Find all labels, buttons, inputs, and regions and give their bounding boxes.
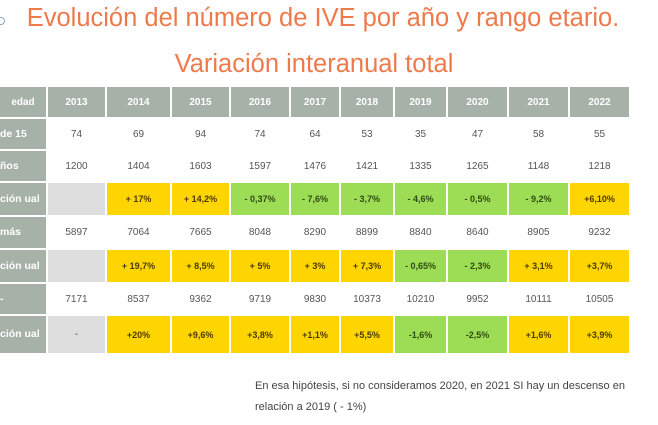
count-cell: 8290 — [291, 217, 339, 248]
count-cell: 7064 — [107, 217, 170, 248]
variation-cell: - 2,3% — [448, 250, 507, 282]
count-cell: 58 — [509, 119, 568, 149]
header-cell-year: 2020 — [448, 87, 507, 117]
count-cell: 8905 — [509, 217, 568, 248]
variation-cell: + 19,7% — [107, 250, 170, 282]
variation-cell: - — [48, 316, 105, 353]
count-cell: 9719 — [231, 284, 289, 314]
hypothesis-note: En esa hipótesis, si no consideramos 202… — [255, 380, 625, 413]
count-cell: 7171 — [48, 284, 105, 314]
variation-cell: - 3,7% — [341, 183, 393, 215]
variation-cell: - 7,6% — [291, 183, 339, 215]
slide-title-text: Evolución del número de IVE por año y ra… — [26, 4, 620, 32]
row-label: ción ual — [0, 250, 46, 282]
variation-cell — [48, 183, 105, 215]
count-cell: 47 — [448, 119, 507, 149]
count-cell: 9830 — [291, 284, 339, 314]
count-cell: 10505 — [570, 284, 629, 314]
count-cell: 69 — [107, 119, 170, 149]
row-label: más — [0, 217, 46, 248]
variation-cell: +3,9% — [570, 316, 629, 353]
count-cell: 1218 — [570, 151, 629, 181]
header-cell-year: 2016 — [231, 87, 289, 117]
count-cell: 8840 — [395, 217, 446, 248]
header-cell-age: edad — [0, 87, 46, 117]
ive-table: edad 2013 2014 2015 2016 2017 2018 2019 2020 2021… — [0, 87, 629, 353]
variation-cell: +5,5% — [341, 316, 393, 353]
header-cell-year: 2021 — [509, 87, 568, 117]
header-cell-year: 2018 — [341, 87, 393, 117]
row-label: de 15 — [0, 119, 46, 149]
count-cell: 7665 — [172, 217, 229, 248]
variation-cell: + 7,3% — [341, 250, 393, 282]
variation-cell: +1,6% — [509, 316, 568, 353]
variation-cell: +9,6% — [172, 316, 229, 353]
header-cell-year: 2014 — [107, 87, 170, 117]
count-cell: 5897 — [48, 217, 105, 248]
count-cell: 1148 — [509, 151, 568, 181]
slide-subtitle: Variación interanual total — [174, 50, 454, 78]
row-label: ción ual — [0, 183, 46, 215]
variation-cell: - 0,5% — [448, 183, 507, 215]
variation-cell: -2,5% — [448, 316, 507, 353]
variation-cell: - 9,2% — [509, 183, 568, 215]
row-label: ción ual — [0, 316, 46, 353]
variation-cell: +3,8% — [231, 316, 289, 353]
count-cell: 1603 — [172, 151, 229, 181]
row-label: ños — [0, 151, 46, 181]
variation-cell: - 4,6% — [395, 183, 446, 215]
count-cell: 35 — [395, 119, 446, 149]
header-cell-year: 2013 — [48, 87, 105, 117]
count-cell: 55 — [570, 119, 629, 149]
count-cell: 8640 — [448, 217, 507, 248]
count-cell: 1265 — [448, 151, 507, 181]
variation-cell: + 17% — [107, 183, 170, 215]
variation-cell: + 3% — [291, 250, 339, 282]
count-cell: 9232 — [570, 217, 629, 248]
header-cell-year: 2022 — [570, 87, 629, 117]
variation-cell: - 0,65% — [395, 250, 446, 282]
count-cell: 9952 — [448, 284, 507, 314]
variation-cell: +1,1% — [291, 316, 339, 353]
header-cell-year: 2015 — [172, 87, 229, 117]
variation-cell: +3,7% — [570, 250, 629, 282]
count-cell: 9362 — [172, 284, 229, 314]
variation-cell: -1,6% — [395, 316, 446, 353]
count-cell: 8537 — [107, 284, 170, 314]
header-cell-year: 2017 — [291, 87, 339, 117]
pointer-icon — [0, 17, 5, 25]
row-label: - — [0, 284, 46, 314]
variation-cell: + 5% — [231, 250, 289, 282]
count-cell: 8899 — [341, 217, 393, 248]
variation-cell: + 14,2% — [172, 183, 229, 215]
variation-cell — [48, 250, 105, 282]
count-cell: 10373 — [341, 284, 393, 314]
slide-title: Evolución del número de IVE por año y ra… — [0, 4, 658, 33]
variation-cell: +6,10% — [570, 183, 629, 215]
count-cell: 10111 — [509, 284, 568, 314]
count-cell: 8048 — [231, 217, 289, 248]
count-cell: 1476 — [291, 151, 339, 181]
count-cell: 1421 — [341, 151, 393, 181]
variation-cell: +20% — [107, 316, 170, 353]
count-cell: 74 — [48, 119, 105, 149]
count-cell: 74 — [231, 119, 289, 149]
count-cell: 1597 — [231, 151, 289, 181]
count-cell: 64 — [291, 119, 339, 149]
count-cell: 10210 — [395, 284, 446, 314]
variation-cell: + 8,5% — [172, 250, 229, 282]
variation-cell: + 3,1% — [509, 250, 568, 282]
header-cell-year: 2019 — [395, 87, 446, 117]
variation-cell: - 0,37% — [231, 183, 289, 215]
count-cell: 53 — [341, 119, 393, 149]
count-cell: 94 — [172, 119, 229, 149]
count-cell: 1200 — [48, 151, 105, 181]
count-cell: 1335 — [395, 151, 446, 181]
count-cell: 1404 — [107, 151, 170, 181]
